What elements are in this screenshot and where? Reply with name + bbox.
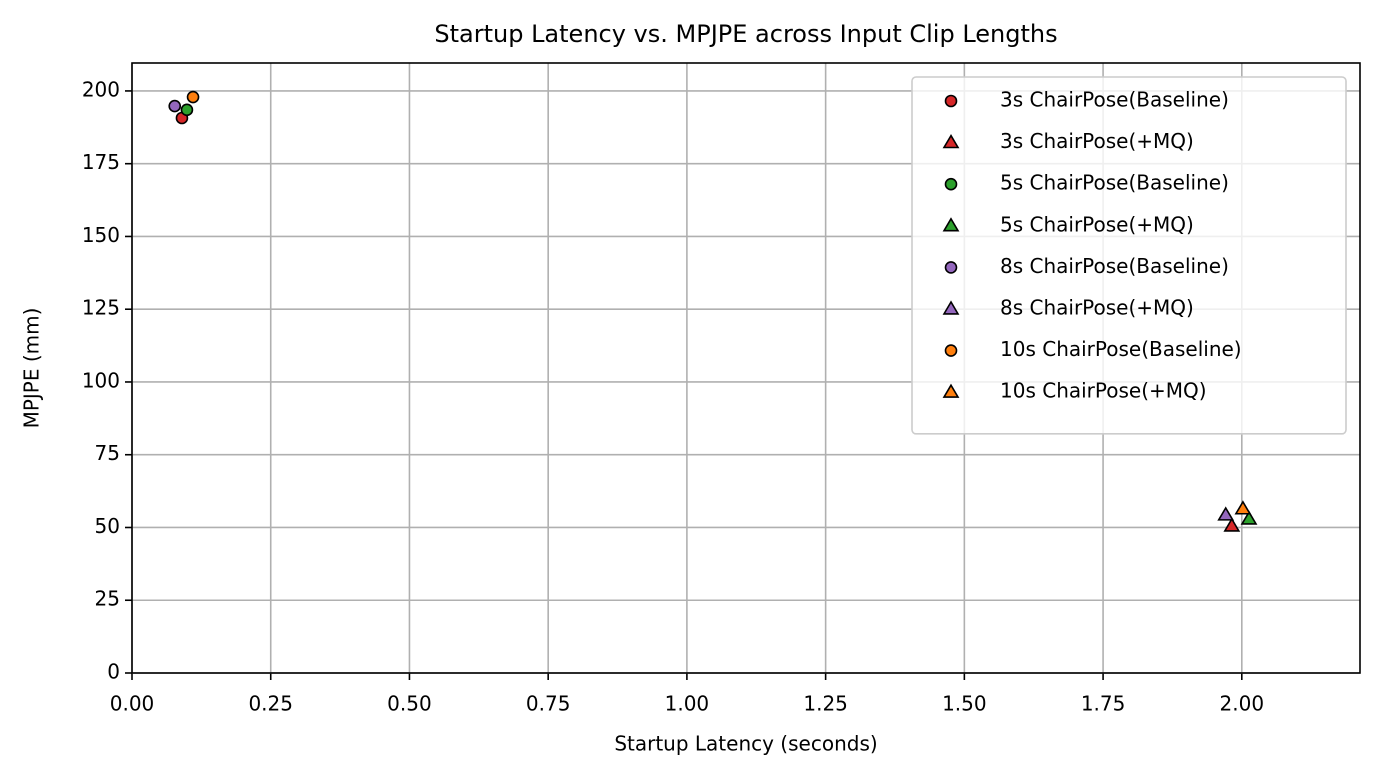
legend-marker — [944, 344, 958, 357]
legend-label: 3s ChairPose(+MQ) — [1000, 129, 1194, 153]
y-tick-label: 50 — [95, 514, 120, 538]
x-tick-label: 1.25 — [803, 692, 848, 716]
y-tick-label: 75 — [95, 441, 120, 465]
plot-frame — [131, 62, 1361, 674]
y-tick-label: 25 — [95, 587, 120, 611]
x-tick-label: 1.75 — [1081, 692, 1126, 716]
x-tick-label: 0.00 — [110, 692, 155, 716]
legend-label: 10s ChairPose(Baseline) — [1000, 337, 1242, 361]
point — [168, 99, 182, 113]
legend-box — [911, 76, 1347, 435]
chart-title: Startup Latency vs. MPJPE across Input C… — [434, 20, 1057, 48]
x-tick-label: 0.50 — [387, 692, 432, 716]
y-axis-label: MPJPE (mm) — [20, 308, 44, 429]
y-tick-label: 175 — [82, 150, 120, 174]
x-tick-label: 0.75 — [526, 692, 571, 716]
y-tick-label: 100 — [82, 368, 120, 392]
legend-label: 8s ChairPose(+MQ) — [1000, 296, 1194, 320]
legend-marker — [942, 134, 960, 149]
point — [1223, 517, 1241, 532]
x-tick-label: 1.50 — [942, 692, 987, 716]
legend-label: 5s ChairPose(Baseline) — [1000, 171, 1229, 195]
legend-marker — [942, 383, 960, 398]
legend-marker — [944, 261, 958, 274]
point — [186, 90, 200, 104]
legend-marker — [944, 94, 958, 108]
y-tick-label: 0 — [107, 660, 120, 684]
point — [1217, 506, 1235, 521]
x-tick-label: 1.00 — [665, 692, 710, 716]
x-tick-label: 2.00 — [1220, 692, 1265, 716]
legend-label: 5s ChairPose(+MQ) — [1000, 212, 1194, 236]
legend-label: 8s ChairPose(Baseline) — [1000, 254, 1229, 278]
x-tick-label: 0.25 — [248, 692, 293, 716]
y-tick-label: 150 — [82, 223, 120, 247]
legend-label: 3s ChairPose(Baseline) — [1000, 88, 1229, 112]
point — [180, 103, 194, 117]
y-tick-label: 200 — [82, 77, 120, 101]
point — [1234, 500, 1252, 515]
legend-marker — [942, 217, 960, 232]
point — [1240, 510, 1258, 525]
legend-marker — [942, 300, 960, 315]
x-axis-label: Startup Latency (seconds) — [614, 732, 877, 756]
y-tick-label: 125 — [82, 296, 120, 320]
legend-marker — [944, 177, 958, 191]
legend-label: 10s ChairPose(+MQ) — [1000, 379, 1207, 403]
